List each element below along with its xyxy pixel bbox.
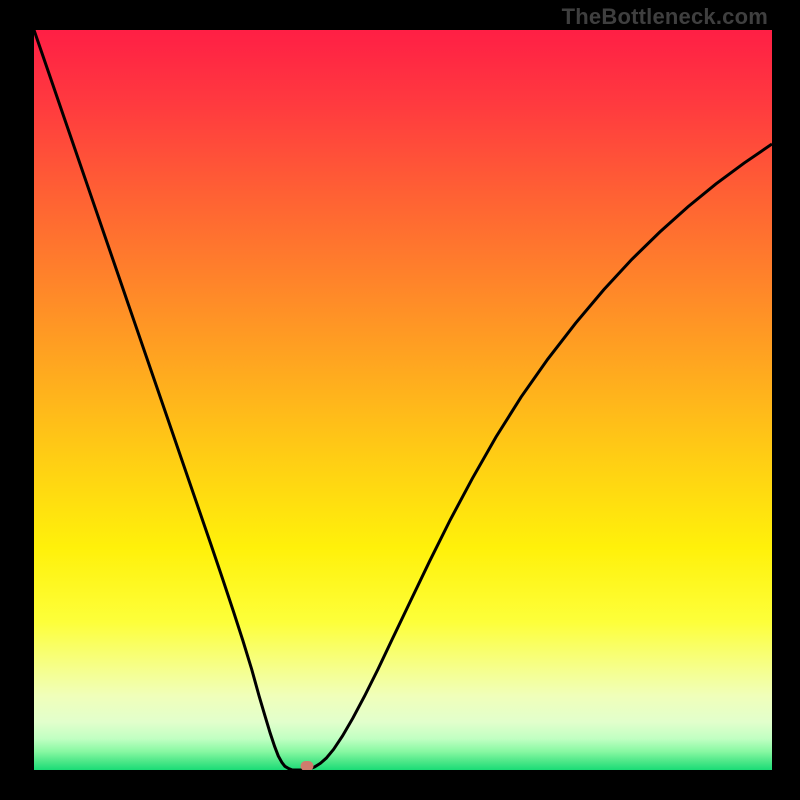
- watermark-text: TheBottleneck.com: [562, 4, 768, 30]
- chart-canvas: TheBottleneck.com: [0, 0, 800, 800]
- plot-area: [34, 30, 772, 770]
- optimum-marker: [301, 761, 314, 770]
- bottleneck-curve: [34, 30, 772, 770]
